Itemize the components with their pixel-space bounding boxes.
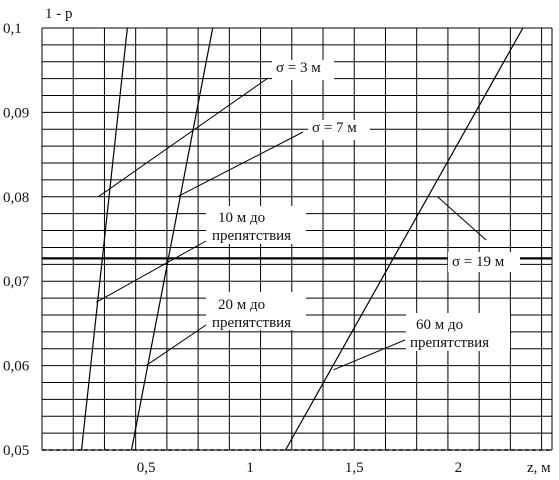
annotation-leaders xyxy=(95,77,487,371)
annotation-leader-line xyxy=(95,240,207,303)
annotation-label: σ = 7 м xyxy=(312,120,357,136)
series-line xyxy=(130,27,214,451)
series-line xyxy=(285,27,524,451)
annotations: σ = 3 м σ = 7 м σ = 19 м 10 м до препятствия… xyxy=(206,60,520,351)
y-tick-label: 0,05 xyxy=(3,443,29,459)
x-axis-label: z, м xyxy=(527,460,551,476)
annotation-label: σ = 19 м xyxy=(452,254,505,270)
annotation-label: 20 м до xyxy=(218,297,265,313)
x-tick-label: 0,5 xyxy=(137,460,156,476)
annotation-label: препятствия xyxy=(212,228,291,244)
tick-labels: 0,05 0,06 0,07 0,08 0,09 0,1 0,5 1 1,5 2 xyxy=(3,21,462,476)
grid xyxy=(41,27,553,451)
annotation-label-background xyxy=(406,313,510,351)
annotation-leader-line xyxy=(333,339,406,371)
annotation-leader-line xyxy=(177,131,304,198)
annotation-label-background xyxy=(272,60,334,80)
annotation-label-background xyxy=(448,252,520,272)
annotation-leader-line xyxy=(145,324,207,367)
annotation-label: 10 м до xyxy=(218,210,265,226)
x-tick-label: 1,5 xyxy=(345,460,364,476)
annotation-label-background xyxy=(206,206,306,244)
x-tick-label: 1 xyxy=(246,460,254,476)
annotation-label: σ = 3 м xyxy=(276,60,321,76)
series-layer xyxy=(80,27,524,451)
annotation-leader-line xyxy=(97,77,269,198)
annotation-label-background xyxy=(308,120,370,140)
y-tick-label: 0,06 xyxy=(3,359,30,375)
y-tick-label: 0,09 xyxy=(3,105,29,121)
series-line xyxy=(80,27,128,451)
x-tick-label: 2 xyxy=(455,460,463,476)
annotation-label: 60 м до xyxy=(416,317,463,333)
annotation-label: препятствия xyxy=(212,315,291,331)
y-tick-label: 0,07 xyxy=(3,274,30,290)
y-tick-label: 0,1 xyxy=(3,21,22,37)
annotation-label-background xyxy=(206,292,306,330)
annotation-label: препятствия xyxy=(410,335,489,351)
y-tick-label: 0,08 xyxy=(3,190,29,206)
y-axis-label: 1 - p xyxy=(45,6,73,22)
annotation-leader-line xyxy=(437,196,487,241)
